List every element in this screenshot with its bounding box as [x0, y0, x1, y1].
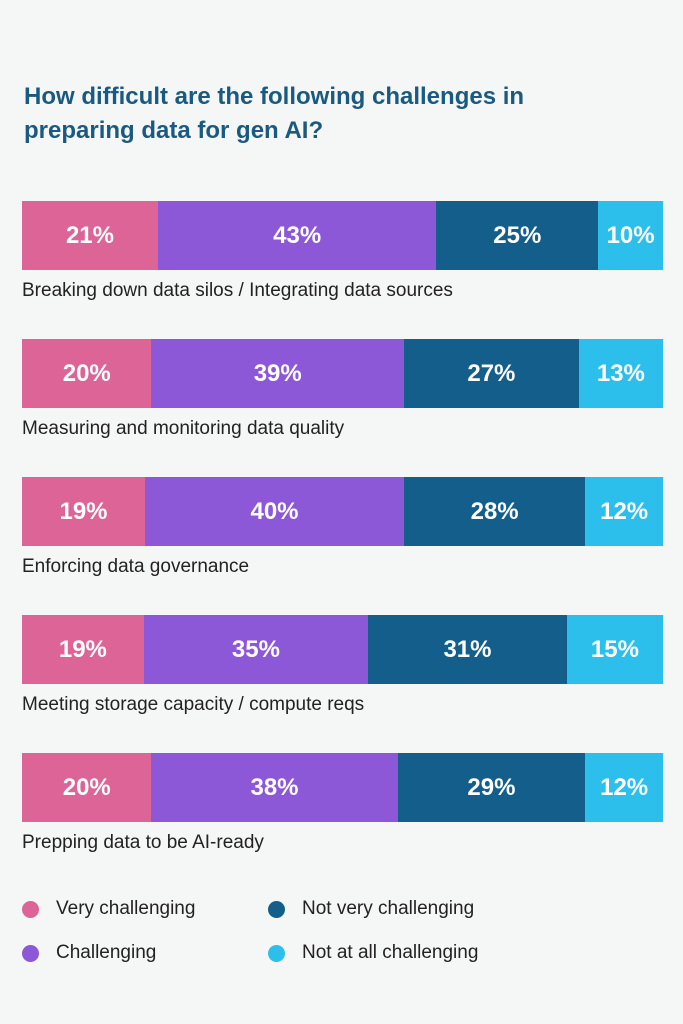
- bar-segment-not-very-challenging: 31%: [368, 615, 567, 684]
- data-label: 39%: [253, 359, 302, 387]
- bar-segment-very-challenging: 19%: [22, 477, 146, 546]
- bar-segment-very-challenging: 21%: [22, 201, 158, 270]
- bar-segment-not-very-challenging: 29%: [397, 753, 586, 822]
- data-label: 40%: [250, 497, 299, 525]
- legend-item: Not at all challenging: [268, 942, 478, 964]
- legend-dot-icon: [22, 900, 39, 918]
- legend-item: Very challenging: [22, 898, 195, 920]
- category-label: Breaking down data silos / Integrating d…: [22, 280, 453, 301]
- data-label: 28%: [470, 497, 519, 525]
- legend-dot-icon: [268, 900, 285, 918]
- legend-item: Not very challenging: [268, 898, 474, 920]
- legend-label: Not very challenging: [302, 898, 475, 919]
- legend-dot-icon: [22, 944, 39, 962]
- data-label: 19%: [58, 635, 107, 663]
- data-label: 12%: [600, 497, 649, 525]
- category-label: Enforcing data governance: [22, 556, 250, 577]
- stacked-bar: 21% 43% 25% 10%: [22, 201, 663, 270]
- data-label: 29%: [467, 773, 516, 801]
- data-label: 43%: [273, 221, 322, 249]
- data-label: 19%: [59, 497, 108, 525]
- legend-label: Very challenging: [56, 898, 196, 919]
- category-label: Prepping data to be AI-ready: [22, 832, 264, 853]
- data-label: 27%: [467, 359, 516, 387]
- data-label: 10%: [606, 221, 655, 249]
- data-label: 12%: [600, 773, 649, 801]
- bar-segment-very-challenging: 20%: [22, 339, 152, 408]
- bar-segment-challenging: 40%: [145, 477, 404, 546]
- stacked-bar: 20% 39% 27% 13%: [22, 339, 663, 408]
- data-label: 35%: [231, 635, 280, 663]
- bar-segment-challenging: 43%: [157, 201, 437, 270]
- legend-label: Challenging: [56, 942, 157, 963]
- bar-row: 20% 38% 29% 12% Prepping data to be AI-ready: [22, 753, 663, 854]
- bar-row: 20% 39% 27% 13% Measuring and monitoring dat…: [22, 339, 663, 440]
- bar-row: 19% 40% 28% 12% Enforcing data governance: [22, 477, 663, 578]
- stacked-bar: 19% 40% 28% 12%: [22, 477, 663, 546]
- bar-segment-not-very-challenging: 27%: [403, 339, 579, 408]
- legend-dot-icon: [268, 944, 285, 962]
- category-label: Measuring and monitoring data quality: [22, 418, 345, 439]
- bar-segment-challenging: 39%: [151, 339, 404, 408]
- bar-row: 21% 43% 25% 10% Breaking down data silos / I…: [22, 201, 663, 302]
- bar-segment-very-challenging: 19%: [22, 615, 144, 684]
- bar-row: 19% 35% 31% 15% Meeting storage capacity / c…: [22, 615, 663, 716]
- bar-segment-not-very-challenging: 25%: [436, 201, 599, 270]
- data-label: 25%: [493, 221, 542, 249]
- bar-segment-very-challenging: 20%: [22, 753, 152, 822]
- bar-segment-challenging: 38%: [151, 753, 398, 822]
- bar-segment-not-at-all-challenging: 10%: [598, 201, 663, 270]
- data-label: 20%: [62, 773, 111, 801]
- bar-segment-challenging: 35%: [143, 615, 369, 684]
- stacked-bar: 19% 35% 31% 15%: [22, 615, 663, 684]
- data-label: 21%: [65, 221, 114, 249]
- legend-item: Challenging: [22, 942, 156, 964]
- bar-segment-not-at-all-challenging: 13%: [578, 339, 663, 408]
- data-label: 15%: [590, 635, 639, 663]
- stacked-bar: 20% 38% 29% 12%: [22, 753, 663, 822]
- data-label: 38%: [250, 773, 299, 801]
- bar-segment-not-at-all-challenging: 12%: [585, 753, 663, 822]
- chart-title: How difficult are the following challeng…: [24, 83, 525, 144]
- data-label: 13%: [596, 359, 645, 387]
- category-label: Meeting storage capacity / compute reqs: [22, 694, 365, 715]
- data-label: 20%: [62, 359, 111, 387]
- data-label: 31%: [443, 635, 492, 663]
- bar-segment-not-at-all-challenging: 12%: [585, 477, 663, 546]
- bar-segment-not-very-challenging: 28%: [404, 477, 586, 546]
- bar-segment-not-at-all-challenging: 15%: [566, 615, 663, 684]
- legend-label: Not at all challenging: [302, 942, 479, 963]
